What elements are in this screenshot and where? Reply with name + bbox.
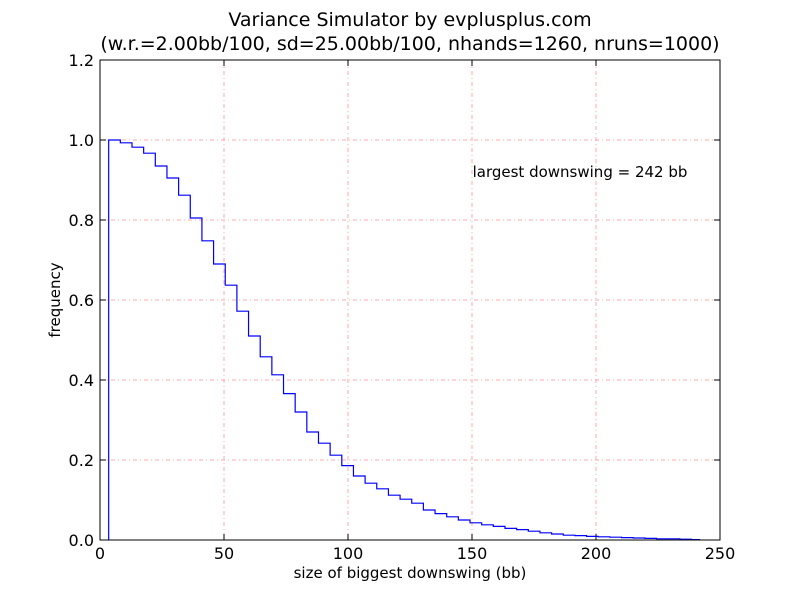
y-tick-label: 0.2 — [69, 451, 94, 470]
y-tick-label: 1.0 — [69, 131, 94, 150]
chart-subtitle: (w.r.=2.00bb/100, sd=25.00bb/100, nhands… — [100, 33, 719, 55]
chart-title: Variance Simulator by evplusplus.com — [228, 9, 591, 31]
x-tick-label: 0 — [95, 544, 105, 563]
x-tick-label: 200 — [581, 544, 612, 563]
y-tick-label: 0.8 — [69, 211, 94, 230]
x-tick-label: 100 — [333, 544, 364, 563]
grid-lines — [100, 60, 720, 540]
x-tick-label: 150 — [457, 544, 488, 563]
y-tick-label: 0.6 — [69, 291, 94, 310]
y-axis-label: frequency — [46, 262, 64, 337]
annotation-largest-downswing: largest downswing = 242 bb — [473, 163, 688, 181]
series-line-frequency — [108, 139, 701, 541]
x-tick-label: 50 — [214, 544, 234, 563]
axis-ticks: 0 50 100 150 200 250 0.0 0.2 0.4 0.6 0.8 1.0 1.2 — [69, 51, 736, 563]
plot-frame — [99, 59, 721, 541]
y-tick-label: 0.4 — [69, 371, 94, 390]
x-axis-label: size of biggest downswing (bb) — [294, 564, 527, 582]
y-tick-label: 0.0 — [69, 531, 94, 550]
x-tick-label: 250 — [705, 544, 736, 563]
y-tick-label: 1.2 — [69, 51, 94, 70]
series-layer — [108, 139, 701, 541]
